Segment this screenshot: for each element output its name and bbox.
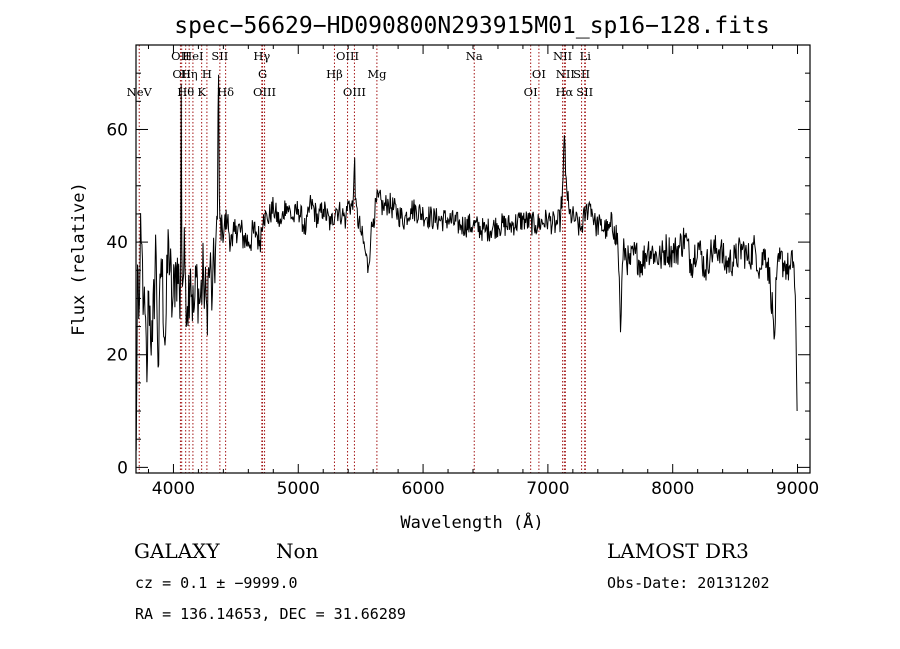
emission-line-label: Hβ	[326, 67, 343, 81]
redshift-info: cz = 0.1 ± −9999.0	[135, 574, 298, 592]
axis-ticks: 4000 5000 6000 7000 8000 9000 0 20 40 60	[106, 44, 819, 499]
emission-line-label: OIII	[253, 85, 276, 99]
emission-line-label: HeI	[182, 49, 203, 63]
y-tick-label: 0	[117, 458, 128, 478]
emission-line-label: Hη	[181, 67, 198, 81]
emission-line-label: SII	[573, 67, 590, 81]
emission-line-labels: NeVOIIOIIHθHηHeIKHSIIHδHγGOIIIHβOIIIOIII…	[127, 49, 594, 99]
spectrum-layer	[135, 74, 798, 451]
observation-date: Obs-Date: 20131202	[607, 574, 770, 592]
y-tick-label: 40	[106, 233, 128, 253]
x-tick-label: 7000	[526, 479, 569, 499]
emission-line-label: Hα	[555, 85, 573, 99]
emission-line-label: SII	[576, 85, 593, 99]
coordinates: RA = 136.14653, DEC = 31.66289	[135, 605, 406, 623]
object-class: GALAXY	[134, 539, 220, 563]
emission-line-label: H	[202, 67, 212, 81]
emission-line-label: OII	[172, 67, 191, 81]
x-tick-label: 8000	[651, 479, 694, 499]
y-tick-label: 20	[106, 346, 128, 366]
x-axis-label: Wavelength (Å)	[400, 511, 543, 533]
x-tick-label: 5000	[277, 479, 320, 499]
emission-line-markers	[138, 45, 586, 473]
emission-line-label: OIII	[336, 49, 359, 63]
x-tick-label: 6000	[401, 479, 444, 499]
plot-frame	[135, 44, 811, 474]
y-tick-label: 60	[106, 120, 128, 140]
emission-line-label: Hγ	[253, 49, 270, 63]
spectrum-line	[135, 74, 798, 451]
chart-title: spec−56629−HD090800N293915M01_sp16−128.f…	[174, 13, 769, 39]
object-subclass: Non	[276, 539, 319, 563]
emission-line-label: OI	[524, 85, 538, 99]
emission-line-label: OI	[532, 67, 546, 81]
emission-line-label: NII	[556, 67, 575, 81]
emission-line-label: Hδ	[217, 85, 234, 99]
emission-line-label: Mg	[367, 67, 387, 81]
emission-line-label: Na	[466, 49, 483, 63]
emission-line-label: Li	[580, 49, 592, 63]
x-tick-label: 9000	[776, 479, 819, 499]
emission-line-label: NII	[553, 49, 572, 63]
emission-line-label: K	[197, 85, 206, 99]
emission-line-label: OII	[171, 49, 190, 63]
y-axis-label: Flux (relative)	[69, 182, 89, 336]
emission-line-label: OIII	[343, 85, 366, 99]
emission-line-label: G	[258, 67, 267, 81]
survey-name: LAMOST DR3	[607, 539, 749, 563]
x-tick-label: 4000	[152, 479, 195, 499]
emission-line-label: Hθ	[177, 85, 194, 99]
emission-line-label: NeV	[127, 85, 153, 99]
emission-line-label: SII	[211, 49, 228, 63]
